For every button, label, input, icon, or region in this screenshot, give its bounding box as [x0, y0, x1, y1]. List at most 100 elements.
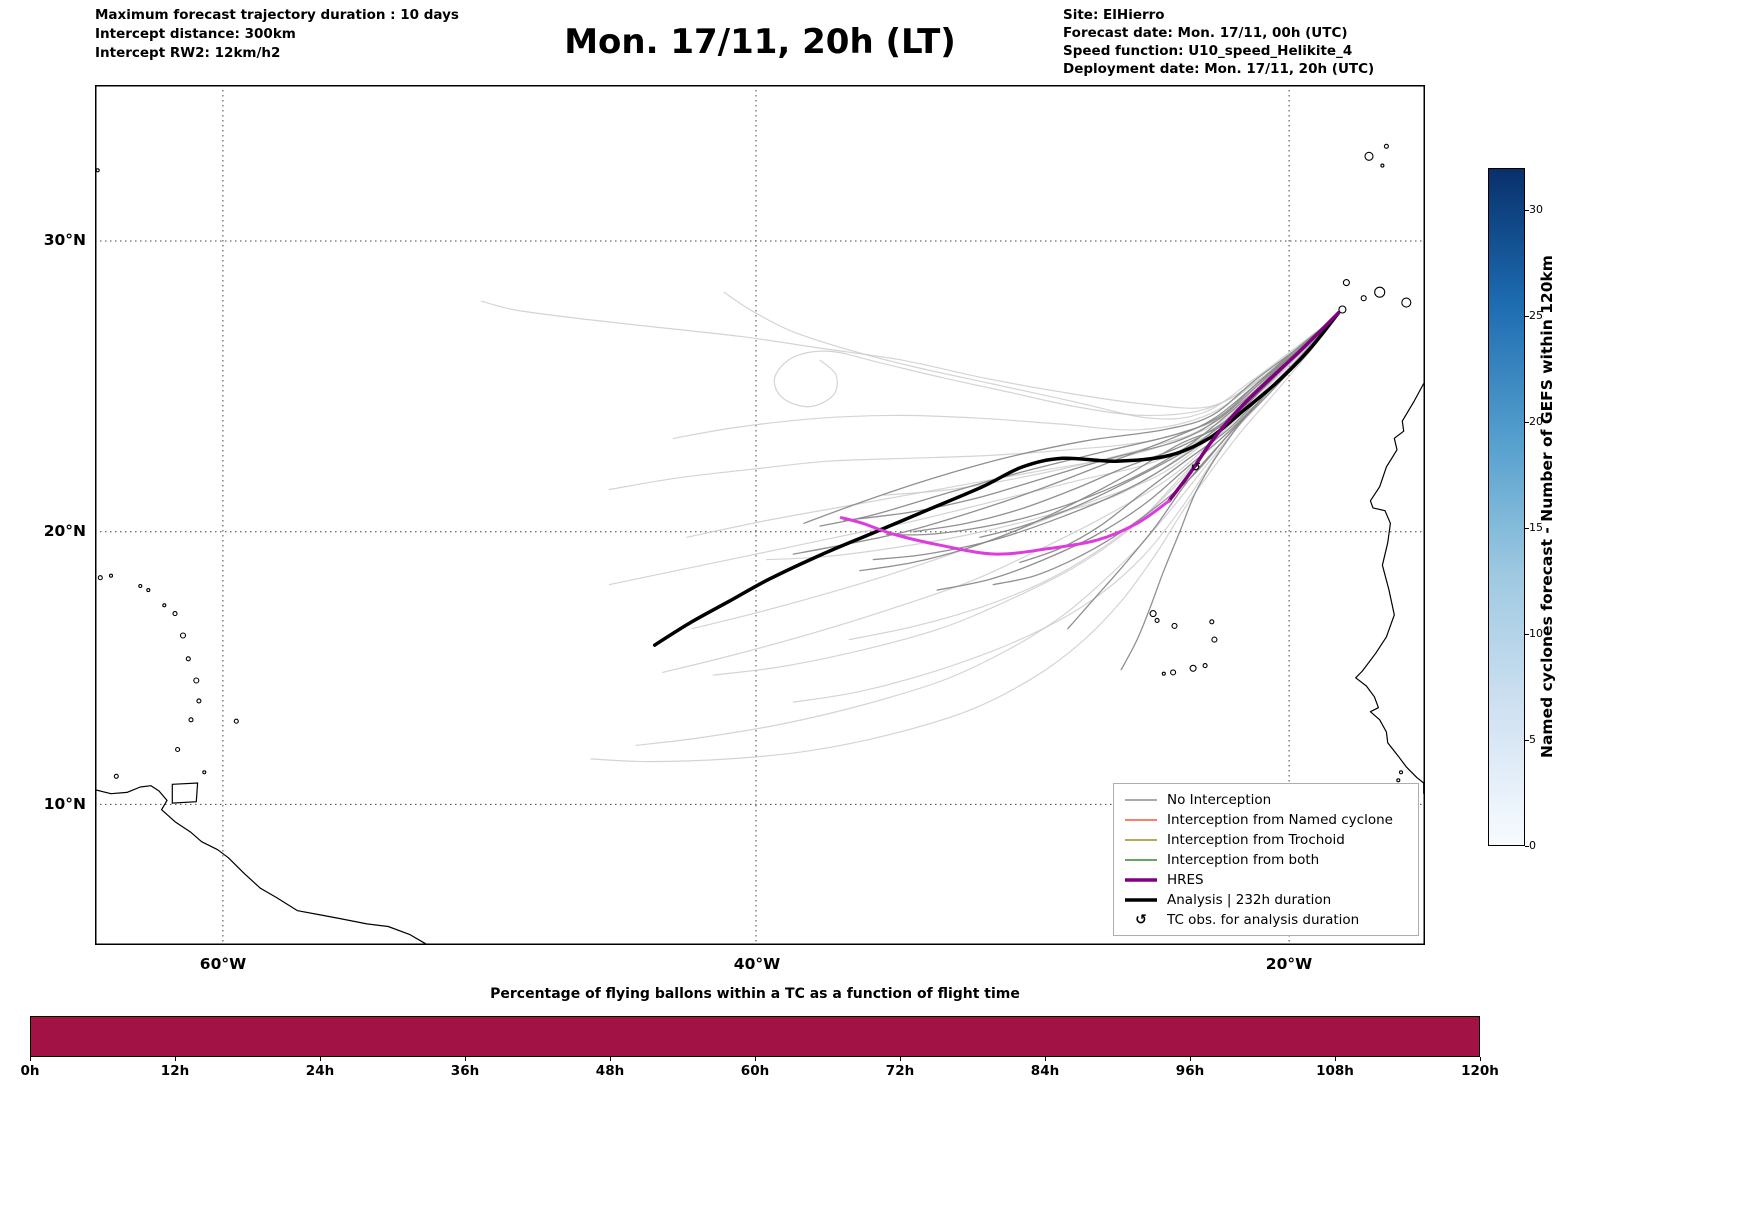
legend-line-swatch [1125, 799, 1157, 801]
legend-line-swatch [1125, 819, 1157, 821]
legend-item: Analysis | 232h duration [1124, 890, 1408, 910]
trajectory-no-interception [590, 315, 1338, 763]
forecast-date-text: Forecast date: Mon. 17/11, 00h (UTC) [1063, 25, 1348, 41]
trajectory-no-interception [819, 315, 1338, 527]
hres-trajectory [1167, 311, 1341, 503]
island [1364, 151, 1374, 161]
time-axis-tick-label: 108h [1316, 1063, 1354, 1079]
island [193, 677, 200, 684]
island [196, 698, 202, 704]
colorbar-tick-mark [1525, 316, 1529, 317]
island [146, 588, 151, 593]
island [1383, 143, 1389, 149]
island [108, 573, 114, 578]
site-info-block: Site: ElHierro Forecast date: Mon. 17/11… [1063, 6, 1374, 78]
island [1398, 770, 1404, 775]
island [95, 168, 100, 173]
legend-line-swatch [1125, 839, 1157, 841]
time-axis-tick-mark [465, 1057, 466, 1061]
colorbar-tick-label: 30 [1529, 203, 1543, 216]
y-tick-30n: 30°N [43, 231, 86, 249]
time-axis-tick-label: 36h [450, 1063, 480, 1079]
parameters-block: Maximum forecast trajectory duration : 1… [95, 6, 459, 63]
hres-trajectory [839, 499, 1171, 556]
island [1342, 279, 1350, 287]
coastline [1355, 383, 1425, 794]
legend-item: Interception from Trochoid [1124, 830, 1408, 850]
y-tick-10n: 10°N [43, 795, 86, 813]
tc-obs-icon: ↺ [1135, 912, 1147, 928]
legend-label: Interception from Named cyclone [1167, 812, 1393, 828]
tc-obs-marker: ↺ [1191, 460, 1201, 474]
colorbar-tick-mark [1525, 846, 1529, 847]
time-axis-tick-mark [1045, 1057, 1046, 1061]
island [1374, 286, 1386, 298]
legend-line-swatch [1125, 898, 1157, 902]
colorbar-tick-label: 5 [1529, 733, 1536, 746]
legend-label: Interception from Trochoid [1167, 832, 1345, 848]
island [1338, 305, 1347, 314]
time-axis-tick-label: 72h [885, 1063, 915, 1079]
colorbar-tick-mark [1525, 634, 1529, 635]
x-tick-40w: 40°W [733, 955, 781, 973]
island [175, 746, 181, 753]
island [179, 632, 187, 639]
island [1154, 617, 1160, 623]
time-axis-tick-label: 0h [20, 1063, 40, 1079]
legend-item: Interception from both [1124, 850, 1408, 870]
time-axis-tick-mark [1190, 1057, 1191, 1061]
island [202, 770, 207, 775]
colorbar-tick-mark [1525, 740, 1529, 741]
island [1401, 297, 1412, 308]
island [1149, 610, 1157, 618]
island [1211, 636, 1218, 643]
island [97, 575, 103, 581]
time-axis-tick-label: 12h [160, 1063, 190, 1079]
island [138, 583, 143, 589]
trajectory-no-interception [723, 291, 1338, 420]
colorbar-tick-label: 10 [1529, 627, 1543, 640]
legend-item: ↺ TC obs. for analysis duration [1124, 910, 1408, 930]
time-axis-tick-mark [320, 1057, 321, 1061]
island [1170, 669, 1177, 676]
deployment-date-text: Deployment date: Mon. 17/11, 20h (UTC) [1063, 61, 1375, 77]
island [1161, 671, 1166, 676]
trajectory-no-interception [773, 315, 1338, 417]
time-axis-tick-mark [610, 1057, 611, 1061]
time-axis-tick-mark [175, 1057, 176, 1061]
colorbar-tick-label: 20 [1529, 415, 1543, 428]
analysis-trajectory [652, 311, 1341, 647]
legend-label: TC obs. for analysis duration [1167, 912, 1360, 928]
colorbar-tick-label: 25 [1529, 309, 1543, 322]
island [1360, 295, 1367, 302]
time-axis-tick-label: 120h [1461, 1063, 1499, 1079]
site-text: Site: ElHierro [1063, 7, 1165, 23]
trajectory-no-interception [712, 315, 1338, 676]
time-axis-tick-label: 96h [1175, 1063, 1205, 1079]
trajectory-no-interception [766, 315, 1338, 561]
legend-item: Interception from Named cyclone [1124, 810, 1408, 830]
time-axis-tick-mark [1480, 1057, 1481, 1061]
legend-item: HRES [1124, 870, 1408, 890]
legend-item: No Interception [1124, 790, 1408, 810]
trajectory-map: ↺ [95, 85, 1425, 945]
x-tick-60w: 60°W [199, 955, 247, 973]
y-tick-20n: 20°N [43, 522, 86, 540]
intercept-distance-text: Intercept distance: 300km [95, 26, 296, 42]
time-axis-tick-label: 84h [1030, 1063, 1060, 1079]
legend-line-swatch [1125, 878, 1157, 882]
trajectory-no-interception [859, 315, 1338, 572]
colorbar-tick-mark [1525, 422, 1529, 423]
island [188, 717, 194, 723]
colorbar-tick-label: 0 [1529, 839, 1536, 852]
island [1380, 163, 1385, 168]
island-polygon [171, 782, 199, 804]
colorbar-tick-mark [1525, 210, 1529, 211]
colorbar-tick-mark [1525, 528, 1529, 529]
bottom-chart-bar [30, 1016, 1480, 1057]
time-axis-tick-mark [755, 1057, 756, 1061]
trajectory-no-interception [672, 315, 1338, 439]
colorbar [1488, 168, 1525, 846]
trajectory-no-interception [803, 315, 1338, 524]
